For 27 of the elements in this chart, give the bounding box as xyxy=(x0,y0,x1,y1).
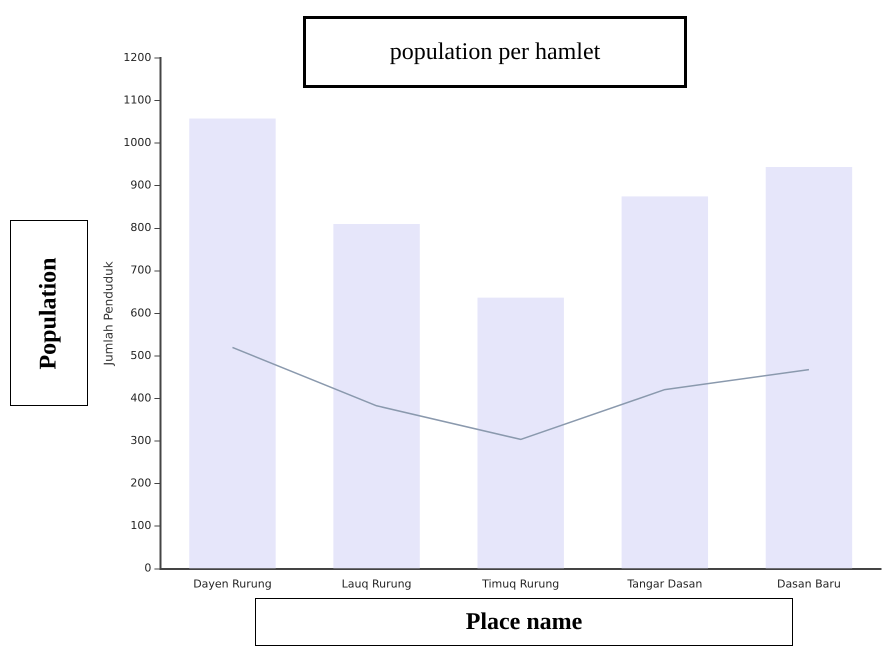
bar xyxy=(189,118,276,568)
y-tick-label: 400 xyxy=(130,391,152,404)
y-tick-label: 1200 xyxy=(123,50,152,64)
y-tick-label: 1000 xyxy=(123,136,152,149)
x-tick-label: Timuq Rurung xyxy=(481,577,560,590)
y-tick-label: 1100 xyxy=(123,93,152,106)
y-tick-label: 200 xyxy=(130,476,152,490)
bar xyxy=(622,196,708,568)
bar xyxy=(333,224,420,568)
y-axis-title: Jumlah Penduduk xyxy=(101,261,116,366)
text: Population xyxy=(36,256,62,370)
x-axis-title: Place name xyxy=(255,598,793,646)
x-tick-label: Lauq Rurung xyxy=(342,577,412,590)
y-tick-label: 100 xyxy=(130,519,152,532)
y-tick-label: 900 xyxy=(130,178,152,192)
chart-title: population per hamlet xyxy=(303,16,687,88)
y-tick-label: 700 xyxy=(130,264,152,277)
y-tick-label: 0 xyxy=(144,562,152,575)
x-tick-label: Dayen Rurung xyxy=(193,577,272,590)
y-tick-label: 500 xyxy=(130,348,152,362)
x-tick-label: Tangar Dasan xyxy=(626,577,702,590)
bar xyxy=(477,298,564,568)
x-tick-label: Dasan Baru xyxy=(776,577,841,590)
bar xyxy=(766,166,852,568)
y-tick-label: 300 xyxy=(130,434,152,447)
y-tick-label: 800 xyxy=(130,221,152,234)
y-tick-label: 600 xyxy=(130,306,152,320)
